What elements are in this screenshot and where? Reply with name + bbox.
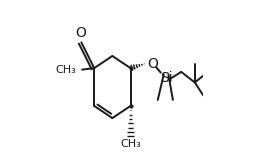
Text: O: O xyxy=(147,57,157,71)
Text: CH₃: CH₃ xyxy=(120,139,140,149)
Text: O: O xyxy=(75,26,86,40)
Text: Si: Si xyxy=(159,71,172,85)
Text: CH₃: CH₃ xyxy=(55,65,76,75)
